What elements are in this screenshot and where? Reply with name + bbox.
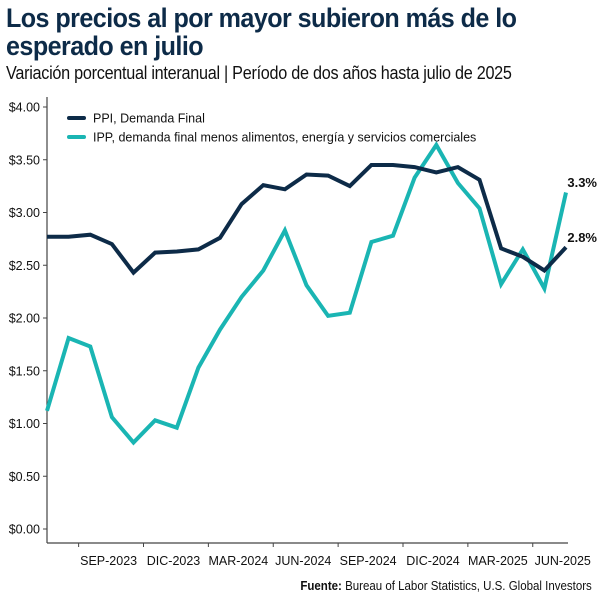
y-tick-label: $2.50 (9, 259, 40, 273)
series-line-ppi (47, 163, 568, 276)
y-axis: $0.00 $0.50 $1.00 $1.50 $2.00 $2.50 $3.00 $3.50… (9, 97, 48, 543)
series-layer (45, 141, 568, 446)
y-tick-label: $1.00 (9, 417, 40, 431)
end-labels: 3.3% 2.8% (567, 175, 597, 245)
x-tick-label: MAR-2024 (209, 554, 269, 568)
source-text: Bureau of Labor Statistics, U.S. Global … (342, 579, 592, 593)
series-line-ipp (45, 141, 568, 446)
y-tick-label: $0.50 (9, 470, 40, 484)
end-label-ppi: 2.8% (567, 230, 597, 245)
legend: PPI, Demanda Final IPP, demanda final men… (67, 112, 476, 145)
x-tick-label: DIC-2024 (406, 554, 460, 568)
chart-title: Los precios al por mayor subieron más de… (6, 3, 517, 61)
y-tick-label: $3.00 (9, 206, 40, 220)
legend-label-ppi: PPI, Demanda Final (93, 112, 205, 126)
x-axis: SEP-2023 DIC-2023 MAR-2024 JUN-2024 SEP-2024… (47, 542, 591, 568)
y-tick-label: $4.00 (9, 101, 40, 115)
end-label-ipp: 3.3% (567, 175, 597, 190)
source-label: Fuente: (300, 579, 343, 593)
x-tick-label: JUN-2025 (535, 554, 591, 568)
source-note: Fuente: Bureau of Labor Statistics, U.S.… (301, 579, 592, 593)
x-tick-label: DIC-2023 (147, 554, 201, 568)
x-tick-label: SEP-2023 (80, 554, 137, 568)
y-tick-label: $0.00 (9, 523, 40, 537)
x-tick-label: JUN-2024 (275, 554, 331, 568)
y-tick-label: $2.00 (9, 312, 40, 326)
y-tick-label: $1.50 (9, 364, 40, 378)
y-tick-label: $3.50 (9, 153, 40, 167)
legend-label-ipp: IPP, demanda final menos alimentos, ener… (93, 131, 476, 145)
chart-subtitle: Variación porcentual interanual | Períod… (6, 63, 512, 83)
x-tick-label: MAR-2025 (468, 554, 528, 568)
x-tick-label: SEP-2024 (340, 554, 397, 568)
